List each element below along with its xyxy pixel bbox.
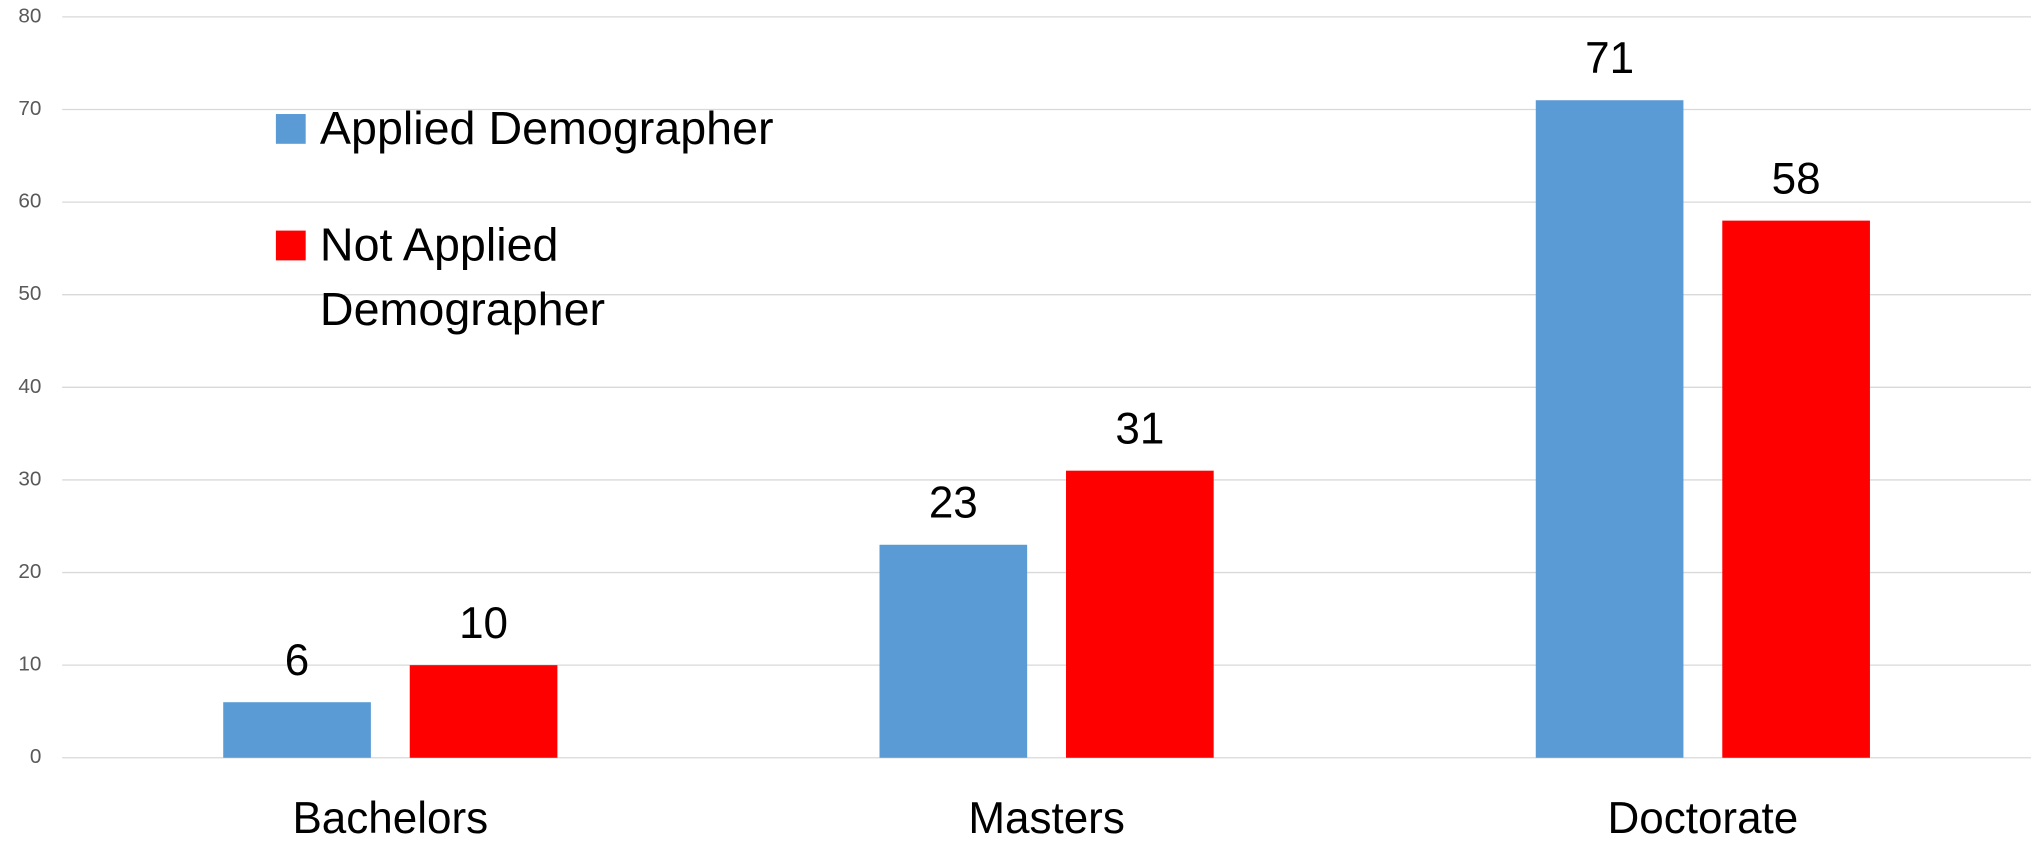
value-label: 10 (459, 599, 508, 648)
legend-swatch (275, 230, 306, 261)
value-label: 71 (1585, 34, 1634, 83)
y-tick-label: 20 (18, 560, 41, 583)
bar (879, 544, 1028, 758)
y-tick-label: 40 (18, 375, 41, 398)
legend-swatch (275, 114, 306, 144)
x-tick-label: Bachelors (292, 794, 488, 842)
y-tick-label: 60 (18, 190, 41, 213)
value-label: 58 (1772, 154, 1821, 203)
legend-label: Applied Demographer (319, 101, 774, 155)
x-tick-label: Masters (968, 794, 1125, 842)
legend-entry: Not Applied Demographer (319, 217, 606, 336)
y-tick-label: 70 (18, 97, 41, 120)
bar (1535, 100, 1684, 758)
bar (1066, 470, 1214, 758)
y-tick-label: 50 (18, 282, 41, 305)
y-tick-label: 80 (18, 4, 41, 27)
value-label: 31 (1115, 404, 1164, 453)
bar (1722, 220, 1870, 758)
value-label: 23 (929, 479, 978, 528)
y-tick-label: 10 (18, 653, 41, 676)
value-label: 6 (285, 636, 309, 685)
y-tick-label: 30 (18, 467, 41, 490)
legend-label: Not Applied Demographer (319, 217, 606, 336)
bar (223, 702, 371, 758)
bar (409, 665, 558, 758)
legend-entry: Applied Demographer (319, 101, 774, 155)
y-tick-label: 0 (30, 745, 42, 768)
x-tick-label: Doctorate (1607, 794, 1798, 842)
